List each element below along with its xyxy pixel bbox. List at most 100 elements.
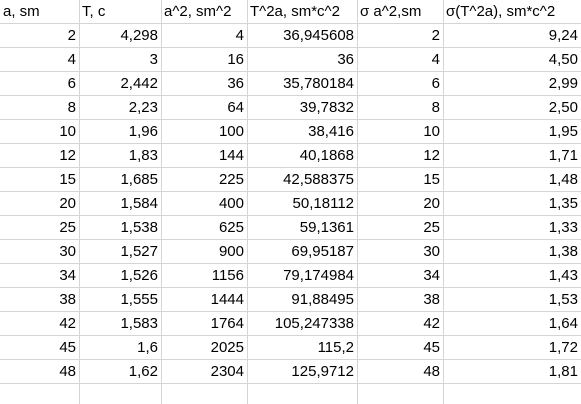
- cell-a[interactable]: 30: [59, 243, 76, 260]
- table-row: 6 2,442 36 35,780184 6 2,99: [0, 72, 581, 96]
- cell-sigma-a2[interactable]: 45: [423, 339, 440, 356]
- cell-t2a[interactable]: 38,416: [308, 123, 354, 140]
- cell-a-squared[interactable]: 16: [227, 51, 244, 68]
- cell-a[interactable]: 12: [59, 147, 76, 164]
- cell-a[interactable]: 34: [59, 267, 76, 284]
- cell-t2a[interactable]: 39,7832: [299, 99, 354, 116]
- cell-a[interactable]: 6: [67, 75, 76, 92]
- cell-sigma-t2a[interactable]: 9,24: [548, 27, 578, 44]
- cell-a[interactable]: 4: [67, 51, 76, 68]
- cell-t[interactable]: 2,23: [128, 99, 158, 116]
- cell-a[interactable]: 8: [67, 99, 76, 116]
- cell-t2a[interactable]: 40,1868: [299, 147, 354, 164]
- cell-a-squared[interactable]: 900: [218, 243, 244, 260]
- cell-a-squared[interactable]: 4: [235, 27, 244, 44]
- cell-t2a[interactable]: 125,9712: [291, 363, 354, 380]
- cell-a-squared[interactable]: 1764: [210, 315, 244, 332]
- cell-sigma-a2[interactable]: 6: [431, 75, 440, 92]
- cell-a-squared[interactable]: 1156: [211, 267, 244, 284]
- table-row: 20 1,584 400 50,18112 20 1,35: [0, 192, 581, 216]
- header-cell-sigma-t2a[interactable]: σ(T^2a), sm*c^2: [446, 3, 556, 20]
- cell-a[interactable]: 15: [59, 171, 76, 188]
- cell-a[interactable]: 38: [59, 291, 76, 308]
- header-cell-t2a[interactable]: T^2a, sm*c^2: [250, 3, 340, 20]
- cell-sigma-a2[interactable]: 20: [423, 195, 440, 212]
- cell-t[interactable]: 1,6: [137, 339, 158, 356]
- cell-t[interactable]: 1,584: [120, 195, 158, 212]
- cell-t[interactable]: 1,96: [128, 123, 158, 140]
- cell-sigma-a2[interactable]: 30: [423, 243, 440, 260]
- cell-sigma-t2a[interactable]: 2,50: [548, 99, 578, 116]
- cell-t[interactable]: 3: [149, 51, 158, 68]
- cell-t2a[interactable]: 35,780184: [283, 75, 354, 92]
- cell-t2a[interactable]: 79,174984: [283, 267, 354, 284]
- cell-t[interactable]: 1,62: [128, 363, 158, 380]
- cell-sigma-a2[interactable]: 4: [431, 51, 440, 68]
- header-cell-a-squared[interactable]: a^2, sm^2: [164, 3, 232, 20]
- cell-a-squared[interactable]: 100: [218, 123, 244, 140]
- cell-sigma-t2a[interactable]: 1,71: [548, 147, 578, 164]
- header-cell-a[interactable]: a, sm: [3, 3, 40, 20]
- cell-sigma-a2[interactable]: 48: [423, 363, 440, 380]
- cell-sigma-a2[interactable]: 34: [423, 267, 440, 284]
- cell-a[interactable]: 48: [59, 363, 76, 380]
- table-row: 15 1,685 225 42,588375 15 1,48: [0, 168, 581, 192]
- cell-sigma-t2a[interactable]: 1,43: [548, 267, 578, 284]
- cell-a[interactable]: 2: [67, 27, 76, 44]
- cell-sigma-t2a[interactable]: 4,50: [548, 51, 578, 68]
- cell-a[interactable]: 25: [59, 219, 76, 236]
- cell-sigma-t2a[interactable]: 1,81: [548, 363, 578, 380]
- header-cell-sigma-a2[interactable]: σ a^2,sm: [360, 3, 422, 20]
- cell-sigma-a2[interactable]: 12: [423, 147, 440, 164]
- header-cell-t[interactable]: T, c: [82, 3, 106, 20]
- cell-a-squared[interactable]: 2025: [210, 339, 244, 356]
- cell-a-squared[interactable]: 400: [218, 195, 244, 212]
- cell-t2a[interactable]: 115,2: [317, 339, 354, 356]
- cell-a[interactable]: 20: [59, 195, 76, 212]
- cell-a-squared[interactable]: 1444: [210, 291, 244, 308]
- cell-t2a[interactable]: 69,95187: [291, 243, 354, 260]
- cell-sigma-t2a[interactable]: 1,48: [548, 171, 578, 188]
- cell-t2a[interactable]: 91,88495: [291, 291, 354, 308]
- cell-a-squared[interactable]: 625: [218, 219, 244, 236]
- cell-sigma-t2a[interactable]: 1,53: [548, 291, 578, 308]
- cell-a-squared[interactable]: 64: [227, 99, 244, 116]
- cell-sigma-t2a[interactable]: 1,95: [548, 123, 578, 140]
- cell-sigma-a2[interactable]: 15: [423, 171, 440, 188]
- cell-sigma-t2a[interactable]: 1,72: [548, 339, 578, 356]
- cell-t[interactable]: 1,685: [120, 171, 158, 188]
- cell-sigma-a2[interactable]: 10: [423, 123, 440, 140]
- cell-t2a[interactable]: 36: [337, 51, 354, 68]
- cell-sigma-t2a[interactable]: 1,35: [548, 195, 578, 212]
- cell-a[interactable]: 10: [59, 123, 76, 140]
- cell-sigma-t2a[interactable]: 1,64: [548, 315, 578, 332]
- cell-t[interactable]: 1,527: [120, 243, 158, 260]
- cell-t[interactable]: 2,442: [120, 75, 158, 92]
- cell-a-squared[interactable]: 36: [227, 75, 244, 92]
- cell-sigma-a2[interactable]: 8: [431, 99, 440, 116]
- cell-sigma-a2[interactable]: 38: [423, 291, 440, 308]
- cell-sigma-t2a[interactable]: 1,33: [548, 219, 578, 236]
- cell-a[interactable]: 42: [59, 315, 76, 332]
- cell-t[interactable]: 1,83: [128, 147, 158, 164]
- cell-sigma-a2[interactable]: 25: [423, 219, 440, 236]
- cell-t2a[interactable]: 36,945608: [283, 27, 354, 44]
- cell-t[interactable]: 1,526: [120, 267, 158, 284]
- cell-t2a[interactable]: 59,1361: [299, 219, 354, 236]
- cell-t[interactable]: 1,583: [120, 315, 158, 332]
- cell-t2a[interactable]: 42,588375: [283, 171, 354, 188]
- cell-t2a[interactable]: 50,18112: [292, 195, 354, 212]
- cell-sigma-t2a[interactable]: 2,99: [548, 75, 578, 92]
- cell-sigma-a2[interactable]: 2: [431, 27, 440, 44]
- cell-a-squared[interactable]: 2304: [210, 363, 244, 380]
- cell-t2a[interactable]: 105,247338: [274, 315, 354, 332]
- table-row: 42 1,583 1764 105,247338 42 1,64: [0, 312, 581, 336]
- cell-a[interactable]: 45: [59, 339, 76, 356]
- cell-a-squared[interactable]: 225: [218, 171, 244, 188]
- cell-t[interactable]: 4,298: [120, 27, 158, 44]
- cell-sigma-a2[interactable]: 42: [423, 315, 440, 332]
- cell-a-squared[interactable]: 144: [218, 147, 244, 164]
- cell-t[interactable]: 1,538: [120, 219, 158, 236]
- cell-sigma-t2a[interactable]: 1,38: [548, 243, 578, 260]
- cell-t[interactable]: 1,555: [120, 291, 158, 308]
